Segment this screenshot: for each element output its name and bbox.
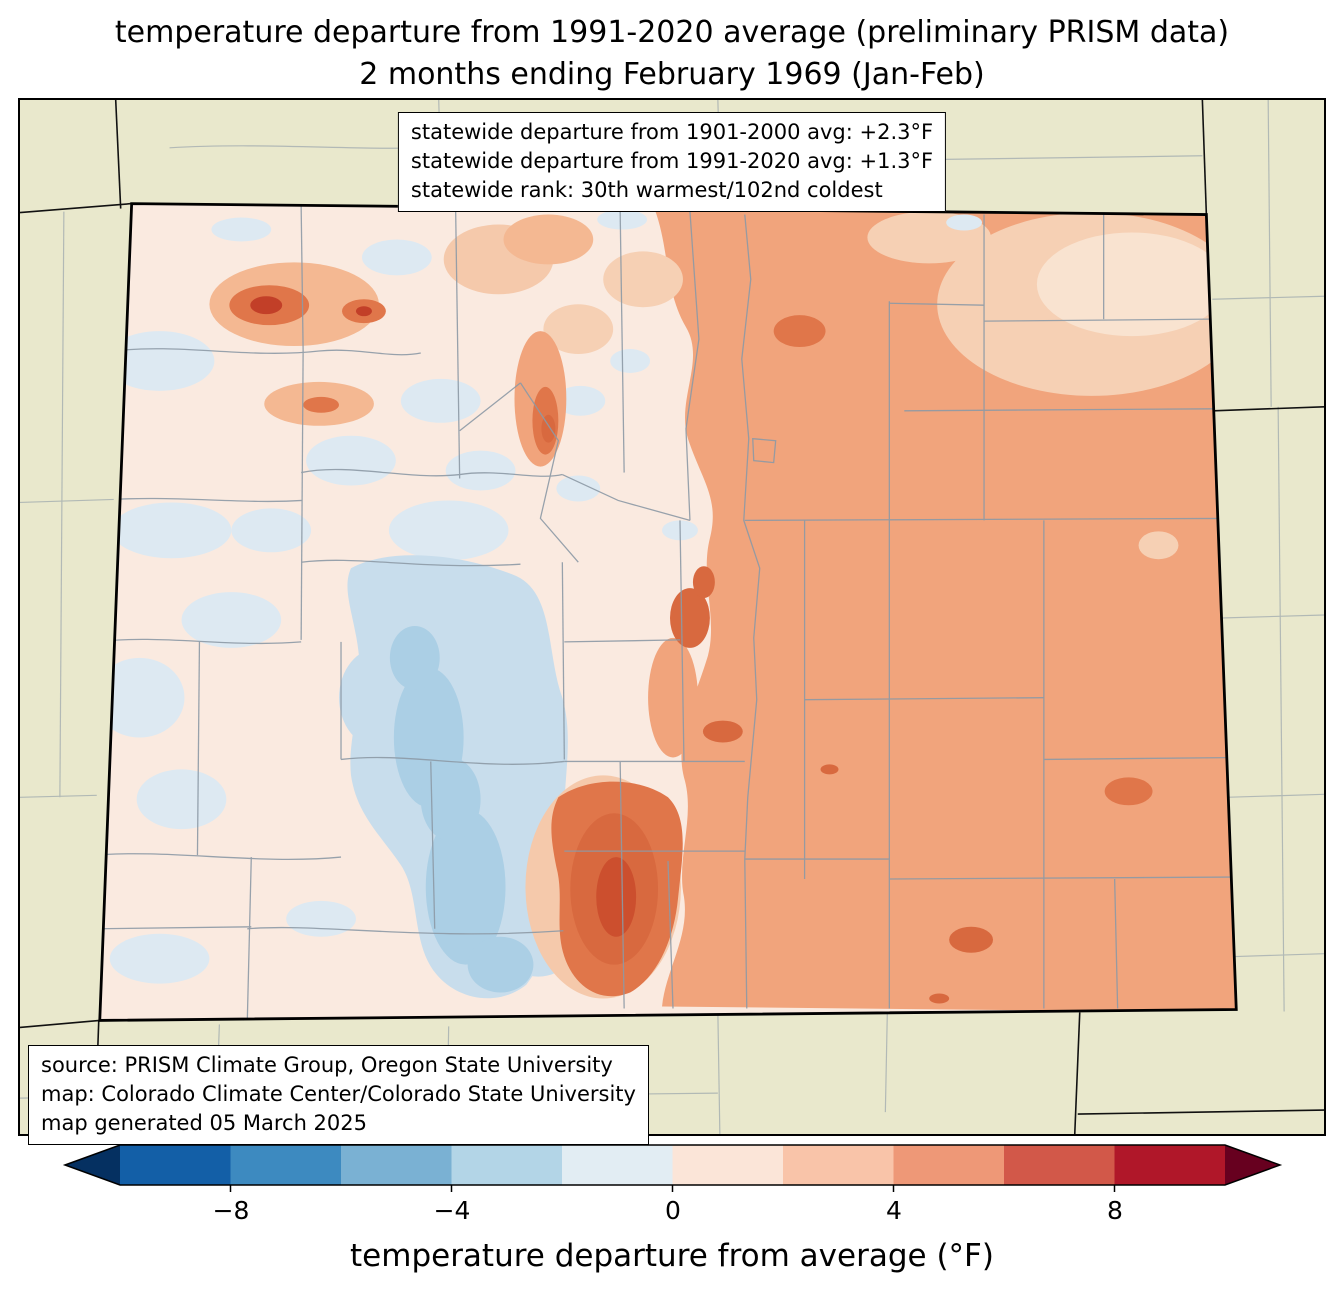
temperature-field xyxy=(99,203,1237,1021)
map-credit-line: map: Colorado Climate Center/Colorado St… xyxy=(41,1082,636,1106)
county-boundaries xyxy=(99,205,1237,1021)
map-frame xyxy=(18,98,1326,1136)
colorbar xyxy=(62,1144,1283,1192)
colorbar-tick-4: 4 xyxy=(886,1196,902,1225)
source-line: source: PRISM Climate Group, Oregon Stat… xyxy=(41,1053,613,1077)
stat-departure-1901: statewide departure from 1901-2000 avg: … xyxy=(410,120,934,144)
colorbar-tick-neg4: −4 xyxy=(433,1196,471,1225)
colorbar-tick-neg8: −8 xyxy=(212,1196,250,1225)
generated-date-line: map generated 05 March 2025 xyxy=(41,1111,368,1135)
title-line-2: 2 months ending February 1969 (Jan-Feb) xyxy=(359,57,985,92)
source-box: source: PRISM Climate Group, Oregon Stat… xyxy=(28,1045,649,1145)
colorbar-tick-0: 0 xyxy=(665,1196,681,1225)
colorbar-tick-8: 8 xyxy=(1107,1196,1123,1225)
stats-box: statewide departure from 1901-2000 avg: … xyxy=(397,112,947,212)
figure-title: temperature departure from 1991-2020 ave… xyxy=(0,12,1344,96)
colorado-map xyxy=(20,100,1324,1134)
stat-rank: statewide rank: 30th warmest/102nd colde… xyxy=(410,178,883,202)
colorbar-label: temperature departure from average (°F) xyxy=(350,1238,994,1274)
title-line-1: temperature departure from 1991-2020 ave… xyxy=(114,15,1230,50)
stat-departure-1991: statewide departure from 1991-2020 avg: … xyxy=(410,149,934,173)
